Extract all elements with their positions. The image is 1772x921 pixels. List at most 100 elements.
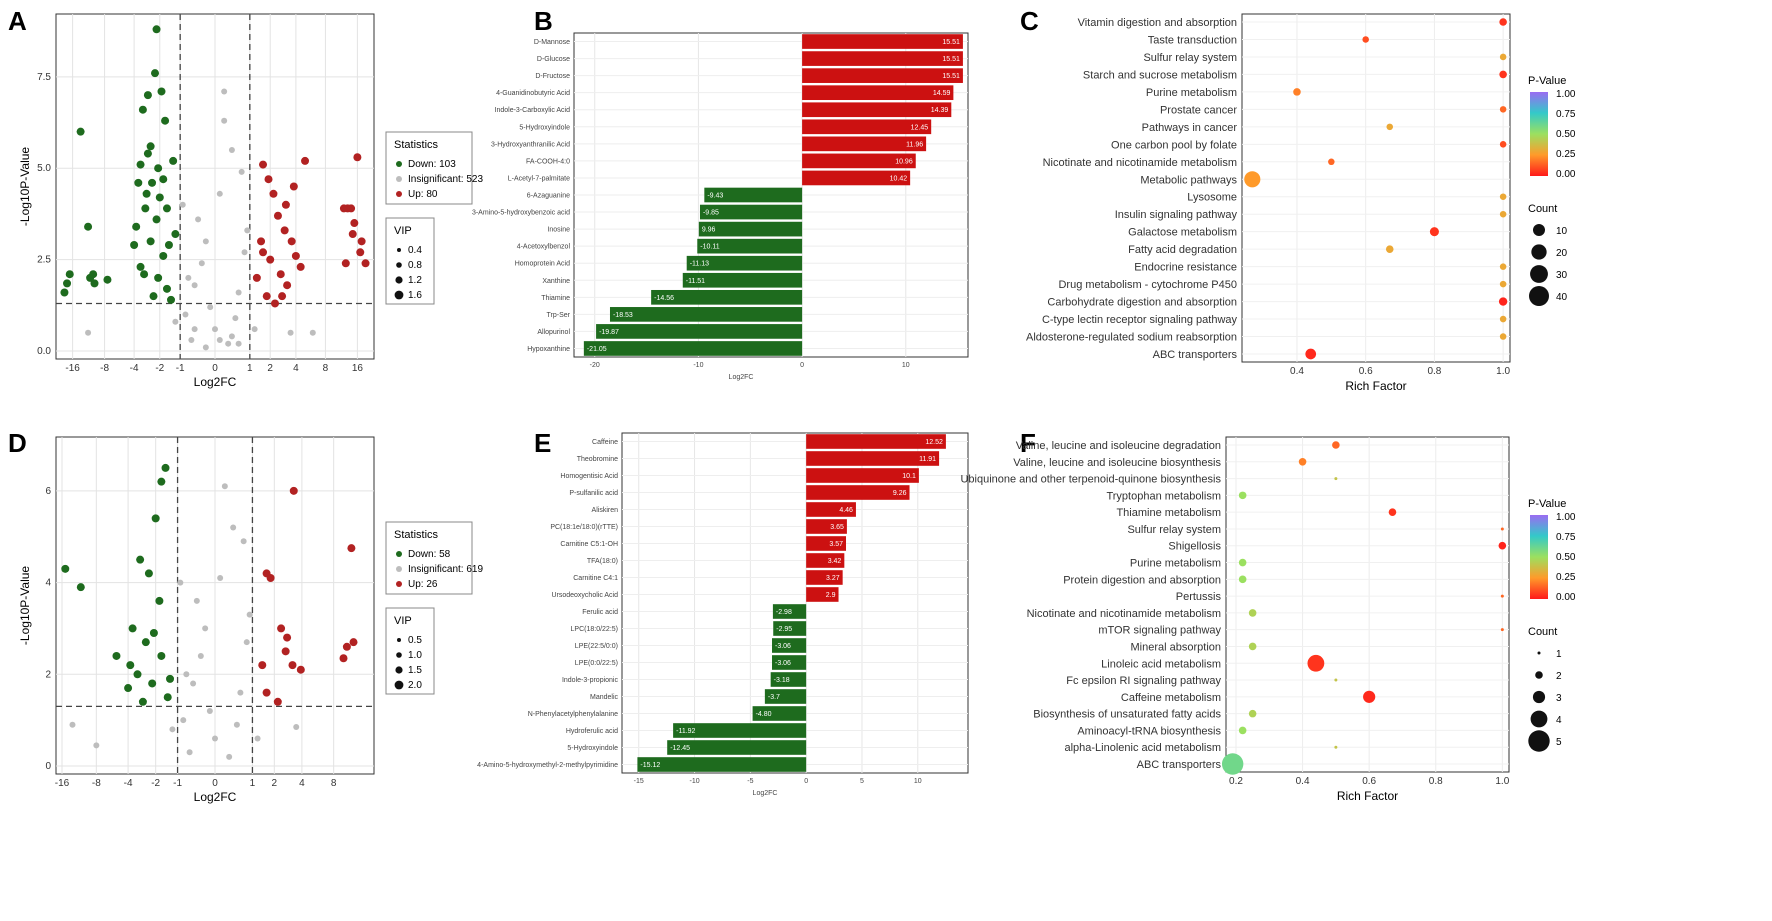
data-point-up <box>280 226 289 235</box>
x-tick-label: 2 <box>267 363 273 374</box>
bubble <box>1298 457 1307 466</box>
legend-marker <box>396 161 402 167</box>
bar <box>686 255 803 271</box>
data-point-up <box>348 230 357 239</box>
category-label: LPE(0:0/22:5) <box>575 660 618 667</box>
panel-f: F 0.2 0.4 0.6 0.8 1.0 Valine, leucine and isol… <box>960 428 1575 803</box>
bar <box>806 502 856 517</box>
bar <box>772 604 807 619</box>
category-label: 4-Acetoxylbenzol <box>517 244 571 251</box>
bar <box>752 706 807 721</box>
data-point-insignificant <box>93 742 100 749</box>
legend-count-marker <box>1537 651 1541 655</box>
x-tick-label: -15 <box>634 778 644 785</box>
category-label: 3-Amino-5-hydroxybenzoic acid <box>472 210 570 217</box>
bar-value-label: 3.65 <box>830 524 844 531</box>
data-point-up <box>266 573 275 582</box>
pathway-label: Thiamine metabolism <box>1116 507 1221 519</box>
category-label: N-Phenylacetylphenylalanine <box>528 711 618 718</box>
x-tick-label: -1 <box>176 363 185 374</box>
bar-value-label: 11.91 <box>919 456 936 463</box>
x-tick-label: 0.6 <box>1362 776 1376 787</box>
legend-title: Count <box>1528 203 1557 215</box>
pathway-label: Fc epsilon RI signaling pathway <box>1066 675 1221 687</box>
data-point-down <box>60 288 69 297</box>
colorbar-tick-label: 0.50 <box>1556 552 1576 563</box>
data-point-up <box>277 624 286 633</box>
data-point-up <box>258 661 267 670</box>
bar-value-label: -4.80 <box>756 711 772 718</box>
x-tick-label: 0.6 <box>1359 366 1373 377</box>
data-point-up <box>259 160 268 169</box>
legend-count-marker <box>1530 265 1548 283</box>
y-tick-label: 2 <box>45 669 51 680</box>
data-point-insignificant <box>69 721 76 728</box>
data-point-up <box>301 156 310 165</box>
data-point-up <box>273 697 282 706</box>
data-point-down <box>134 178 143 187</box>
data-point-insignificant <box>193 597 200 604</box>
data-point-insignificant <box>235 289 242 296</box>
category-label: Hypoxanthine <box>527 346 570 353</box>
bar-value-label: 15.51 <box>942 56 960 63</box>
data-point-insignificant <box>216 190 223 197</box>
x-tick-label: -10 <box>693 362 703 369</box>
data-point-insignificant <box>251 326 258 333</box>
pathway-label: Purine metabolism <box>1130 558 1221 570</box>
data-point-insignificant <box>212 326 218 333</box>
legend-vip-box <box>385 217 435 305</box>
legend-marker <box>396 581 402 587</box>
data-point-insignificant <box>195 216 202 223</box>
legend-vip-marker <box>395 276 403 284</box>
bar <box>772 638 807 653</box>
panel-a: A -16 -8 -4 -2 -1 0 1 2 4 8 16 0.0 2.5 5.0 7.5 Log2FC -Lo… <box>8 6 483 389</box>
data-point-up <box>273 211 282 220</box>
data-point-up <box>288 661 297 670</box>
category-label: D-Fructose <box>535 73 570 80</box>
x-axis-title: Log2FC <box>729 374 754 381</box>
data-point-insignificant <box>221 88 228 95</box>
data-point-down <box>159 251 168 260</box>
y-tick-label: 7.5 <box>37 72 51 83</box>
data-point-down <box>154 273 163 282</box>
bubble <box>1499 280 1507 288</box>
bubble <box>1499 315 1507 323</box>
data-point-up <box>296 262 305 271</box>
x-axis-title: Log2FC <box>194 790 237 804</box>
x-tick-label: -10 <box>689 778 699 785</box>
legend-item: Down: 103 <box>408 159 456 170</box>
pathway-label: Taste transduction <box>1148 34 1237 46</box>
bubble <box>1238 558 1247 567</box>
legend-vip-marker <box>395 666 403 674</box>
pathway-label: Valine, leucine and isoleucine degradati… <box>1016 440 1221 452</box>
bar-value-label: 10.96 <box>895 158 913 165</box>
x-tick-label: 0.4 <box>1290 366 1304 377</box>
panel-letter: B <box>534 6 553 36</box>
category-label: Indole-3-propionic <box>562 677 619 684</box>
bar <box>802 170 911 186</box>
bar-value-label: 3.42 <box>828 558 842 565</box>
bubble <box>1500 628 1504 632</box>
data-point-down <box>76 583 85 592</box>
category-label: Trp-Ser <box>547 312 571 319</box>
bubble <box>1305 348 1317 360</box>
legend-marker <box>396 551 402 557</box>
colorbar-tick-label: 1.00 <box>1556 89 1576 100</box>
data-point-insignificant <box>183 671 190 678</box>
data-point-insignificant <box>233 721 240 728</box>
data-point-down <box>157 477 166 486</box>
bubble <box>1499 193 1507 201</box>
bubble <box>1238 491 1247 500</box>
data-point-up <box>339 654 348 663</box>
panel-letter: F <box>1020 428 1036 458</box>
data-point-down <box>130 240 139 249</box>
bar <box>806 519 847 534</box>
bubble <box>1499 18 1507 26</box>
data-point-up <box>357 237 366 246</box>
colorbar-tick-label: 0.00 <box>1556 169 1576 180</box>
legend-title: Statistics <box>394 529 439 541</box>
bar <box>773 621 807 636</box>
bubble <box>1498 541 1507 550</box>
bar-value-label: -9.85 <box>703 210 719 217</box>
x-tick-label: 1.0 <box>1496 366 1510 377</box>
